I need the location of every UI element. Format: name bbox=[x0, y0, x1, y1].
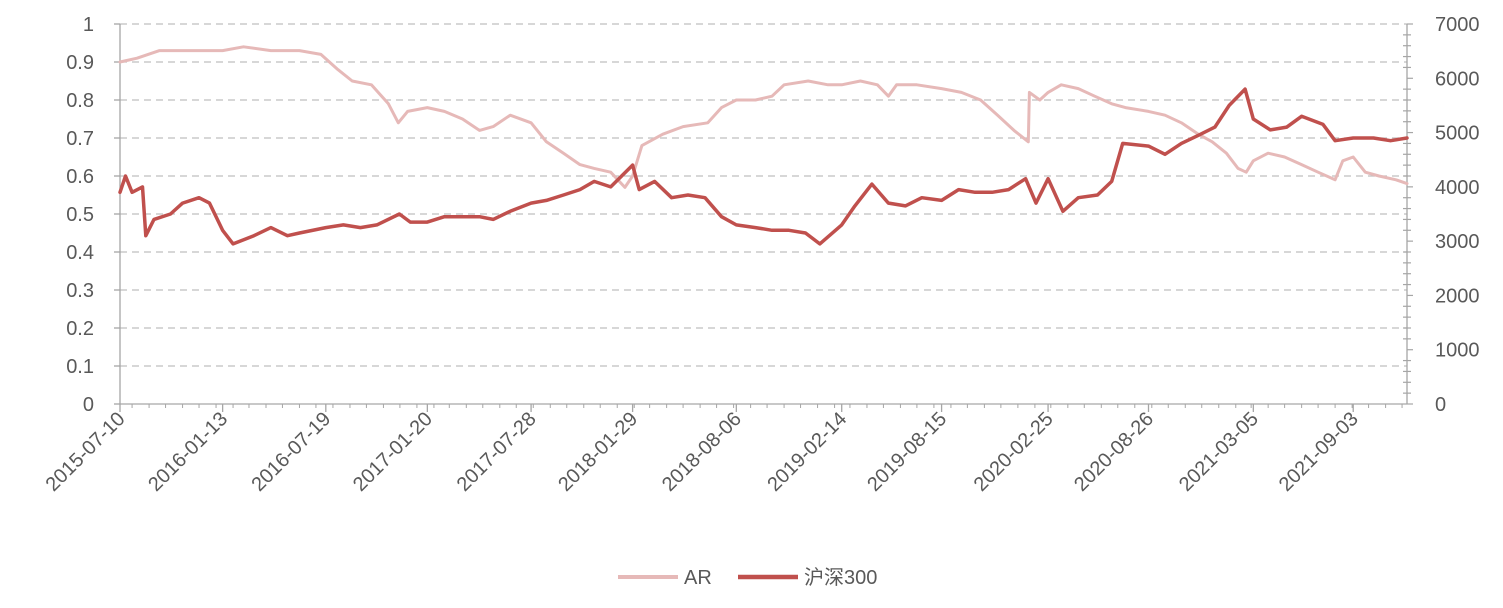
y-left-tick-label: 0.9 bbox=[66, 52, 94, 74]
x-tick-label: 2015-07-10 bbox=[42, 408, 130, 496]
series-line-ar bbox=[118, 45, 1409, 189]
legend-label-ar: AR bbox=[684, 567, 712, 589]
series-line-hs300 bbox=[118, 87, 1409, 246]
y-left-tick-label: 0.8 bbox=[66, 90, 94, 112]
y-right-tick-label: 7000 bbox=[1435, 14, 1480, 36]
y-right-tick-label: 3000 bbox=[1435, 231, 1480, 253]
y-right-tick-label: 1000 bbox=[1435, 340, 1480, 362]
x-tick-label: 2019-08-15 bbox=[863, 408, 951, 496]
y-left-tick-label: 0.5 bbox=[66, 204, 94, 226]
y-left-tick-label: 0.3 bbox=[66, 280, 94, 302]
x-tick-label: 2016-01-13 bbox=[144, 408, 232, 496]
x-tick-label: 2020-08-26 bbox=[1070, 408, 1158, 496]
y-left-tick-label: 0.4 bbox=[66, 242, 94, 264]
y-right-tick-label: 4000 bbox=[1435, 177, 1480, 199]
y-right-tick-label: 5000 bbox=[1435, 123, 1480, 145]
x-tick-label: 2018-01-29 bbox=[554, 408, 642, 496]
x-tick-label: 2018-08-06 bbox=[658, 408, 746, 496]
y-left-tick-label: 1 bbox=[83, 14, 94, 36]
x-tick-label: 2017-07-28 bbox=[453, 408, 541, 496]
x-tick-label: 2021-03-05 bbox=[1175, 408, 1263, 496]
y-right-tick-label: 6000 bbox=[1435, 68, 1480, 90]
x-tick-label: 2020-02-25 bbox=[970, 408, 1058, 496]
y-left-tick-label: 0.2 bbox=[66, 318, 94, 340]
x-tick-label: 2017-01-20 bbox=[349, 408, 437, 496]
x-tick-label: 2019-02-14 bbox=[763, 408, 851, 496]
y-right-tick-label: 2000 bbox=[1435, 285, 1480, 307]
legend: AR 沪深300 bbox=[618, 566, 877, 589]
x-tick-label: 2021-09-03 bbox=[1275, 408, 1363, 496]
legend-label-hs300: 沪深300 bbox=[804, 566, 877, 589]
y-left-tick-label: 0.6 bbox=[66, 166, 94, 188]
y-left-tick-label: 0.1 bbox=[66, 356, 94, 378]
x-tick-label: 2016-07-19 bbox=[247, 408, 335, 496]
y-right-tick-label: 0 bbox=[1435, 394, 1446, 416]
gridlines bbox=[120, 23, 1407, 367]
y-left-tick-label: 0.7 bbox=[66, 128, 94, 150]
series bbox=[118, 45, 1409, 246]
y-left-tick-label: 0 bbox=[83, 394, 94, 416]
axes: 0 0.1 0.2 0.3 0.4 0.5 0.6 0.7 0.8 0.9 1 0 1000 2000 30… bbox=[42, 14, 1480, 496]
